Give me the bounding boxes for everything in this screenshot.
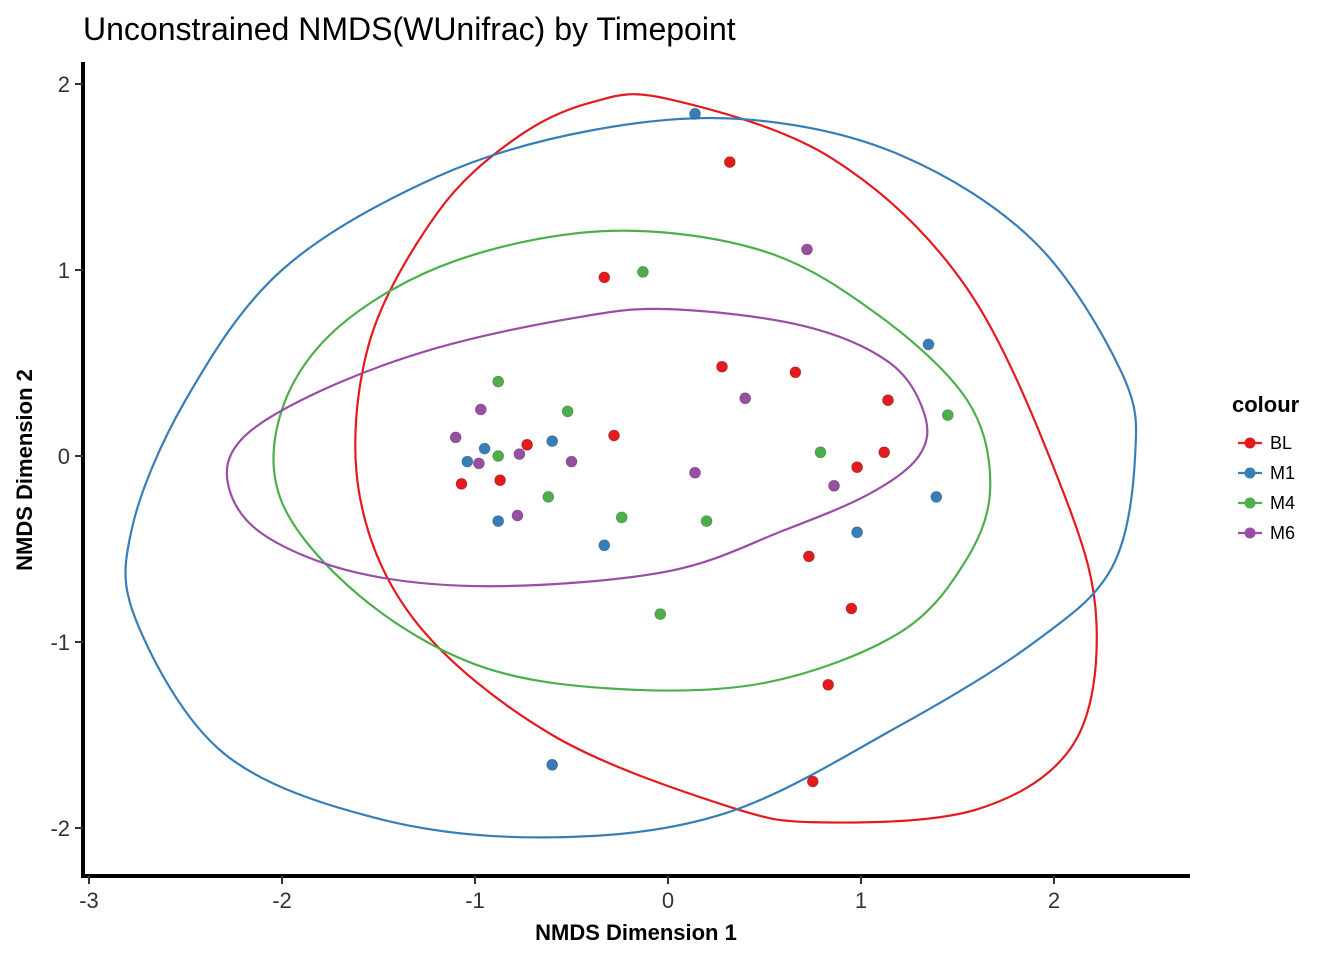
y-tick-label: 1	[58, 258, 70, 283]
point-bl	[851, 461, 863, 474]
point-bl	[598, 271, 611, 284]
point-bl	[845, 602, 858, 615]
legend-label-m4: M4	[1270, 493, 1295, 513]
point-m4	[561, 405, 574, 418]
chart-title: Unconstrained NMDS(WUnifrac) by Timepoin…	[83, 11, 736, 47]
point-m4	[492, 450, 505, 462]
ellipse-m4	[272, 229, 992, 692]
point-m4	[700, 515, 713, 527]
point-bl	[803, 550, 815, 563]
point-m4	[492, 375, 505, 388]
x-tick-label: -3	[79, 888, 99, 913]
point-m1	[546, 758, 559, 771]
x-axis-title: NMDS Dimension 1	[535, 920, 737, 945]
point-bl	[716, 360, 728, 373]
point-bl	[494, 474, 507, 487]
legend-label-bl: BL	[1270, 433, 1292, 453]
point-m4	[941, 409, 954, 422]
point-m4	[814, 446, 827, 459]
point-m1	[478, 442, 491, 455]
ellipse-m6	[225, 307, 929, 588]
ellipse-bl	[354, 93, 1098, 824]
legend: colour BL M1 M4 M6	[1232, 392, 1300, 543]
x-tick-label: 1	[855, 888, 867, 913]
point-m1	[598, 539, 611, 552]
point-m6	[739, 392, 752, 405]
ellipse-layer	[124, 93, 1138, 839]
legend-key-dot-m1	[1244, 467, 1256, 479]
point-m1	[492, 515, 505, 527]
legend-label-m6: M6	[1270, 523, 1295, 543]
point-m6	[513, 448, 526, 461]
y-axis-title: NMDS Dimension 2	[12, 369, 37, 571]
ellipse-m1	[124, 116, 1138, 839]
x-tick-label: -1	[465, 888, 485, 913]
point-m6	[474, 403, 487, 416]
point-m1	[546, 435, 559, 448]
point-m6	[472, 457, 485, 470]
y-ticks: -2 -1 0 1 2	[50, 72, 83, 841]
point-m4	[615, 511, 628, 524]
point-m1	[689, 107, 701, 120]
point-m4	[542, 490, 555, 503]
point-bl	[806, 775, 819, 788]
point-bl	[723, 156, 736, 169]
point-m1	[930, 490, 943, 503]
point-m6	[511, 509, 524, 522]
point-bl	[882, 394, 894, 407]
point-m1	[922, 338, 935, 351]
point-m6	[801, 243, 813, 256]
y-tick-label: 0	[58, 444, 70, 469]
x-tick-label: -2	[272, 888, 292, 913]
point-bl	[608, 429, 620, 442]
point-m6	[449, 431, 462, 444]
point-m6	[689, 466, 701, 479]
legend-key-dot-bl	[1244, 437, 1256, 449]
point-m1	[851, 526, 863, 539]
point-m4	[637, 265, 649, 278]
legend-title: colour	[1232, 392, 1300, 417]
legend-label-m1: M1	[1270, 463, 1295, 483]
x-tick-label: 2	[1048, 888, 1060, 913]
y-tick-label: -2	[50, 816, 70, 841]
point-m6	[828, 479, 840, 492]
point-layer	[449, 107, 954, 788]
point-bl	[455, 477, 468, 490]
point-bl	[789, 366, 802, 379]
point-bl	[521, 438, 533, 451]
point-m6	[565, 455, 578, 468]
point-m1	[461, 455, 474, 468]
x-ticks: -3 -2 -1 0 1 2	[79, 876, 1060, 913]
y-tick-label: -1	[50, 630, 70, 655]
legend-key-dot-m4	[1244, 497, 1256, 509]
x-tick-label: 0	[662, 888, 674, 913]
y-tick-label: 2	[58, 72, 70, 97]
point-bl	[822, 678, 835, 691]
point-bl	[878, 446, 891, 459]
legend-key-dot-m6	[1244, 527, 1256, 539]
point-m4	[654, 608, 667, 620]
